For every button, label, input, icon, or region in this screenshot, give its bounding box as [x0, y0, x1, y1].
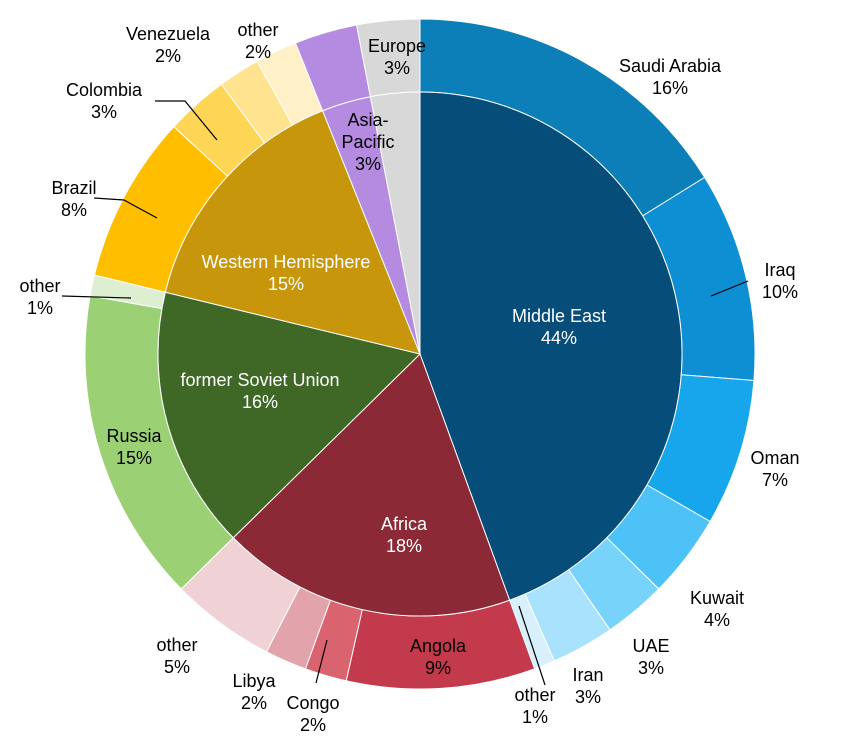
inner-ring	[157, 91, 683, 617]
data-labels: Middle East 44% Africa 18% former Soviet Uni…	[19, 20, 799, 735]
outer-label-russia-11: Russia 15%	[106, 426, 162, 468]
inner-slice-europe	[369, 91, 421, 355]
inner-slice-middle-east	[419, 91, 683, 601]
leader-congo	[315, 639, 328, 684]
outer-label-oman-2: Oman 7%	[750, 448, 799, 490]
inner-label-europe: Europe 3%	[368, 36, 426, 78]
outer-label-other-6: other 1%	[514, 685, 555, 727]
outer-label-libya-9: Libya 2%	[232, 671, 276, 713]
outer-label-kuwait-3: Kuwait 4%	[690, 588, 744, 630]
leader-other-fsu	[61, 295, 132, 299]
inner-slice-africa	[232, 353, 511, 617]
outer-label-venezuela-15: Venezuela 2%	[126, 24, 211, 66]
outer-label-iran-5: Iran 3%	[572, 665, 603, 707]
leader-brazil	[93, 197, 158, 219]
outer-label-other-10: other 5%	[156, 635, 197, 677]
outer-label-congo-8: Congo 2%	[286, 693, 339, 735]
inner-label-africa: Africa 18%	[381, 514, 428, 556]
leader-lines	[61, 100, 749, 686]
inner-label-asia-pacific: Asia-Pacific 3%	[341, 110, 394, 174]
leader-colombia	[155, 100, 218, 141]
inner-label-middle-east: Middle East 44%	[512, 306, 606, 348]
leader-other-middle-east	[518, 605, 546, 686]
inner-slice-former-soviet-union	[157, 291, 421, 539]
outer-label-iraq-1: Iraq 10%	[762, 260, 798, 302]
outer-label-other-12: other 1%	[19, 276, 60, 318]
inner-label-former-soviet-union: former Soviet Union 16%	[180, 370, 339, 412]
outer-label-angola-7: Angola 9%	[410, 636, 467, 678]
outer-label-saudi-arabia-0: Saudi Arabia 16%	[619, 56, 722, 98]
leader-iraq	[710, 280, 749, 297]
inner-label-western-hemisphere: Western Hemisphere 15%	[202, 252, 371, 294]
outer-label-uae-4: UAE 3%	[632, 636, 669, 678]
outer-label-colombia-14: Colombia 3%	[66, 80, 143, 122]
inner-slice-western-hemisphere	[164, 110, 421, 355]
outer-label-other-16: other 2%	[237, 20, 278, 62]
outer-label-brazil-13: Brazil 8%	[51, 178, 96, 220]
